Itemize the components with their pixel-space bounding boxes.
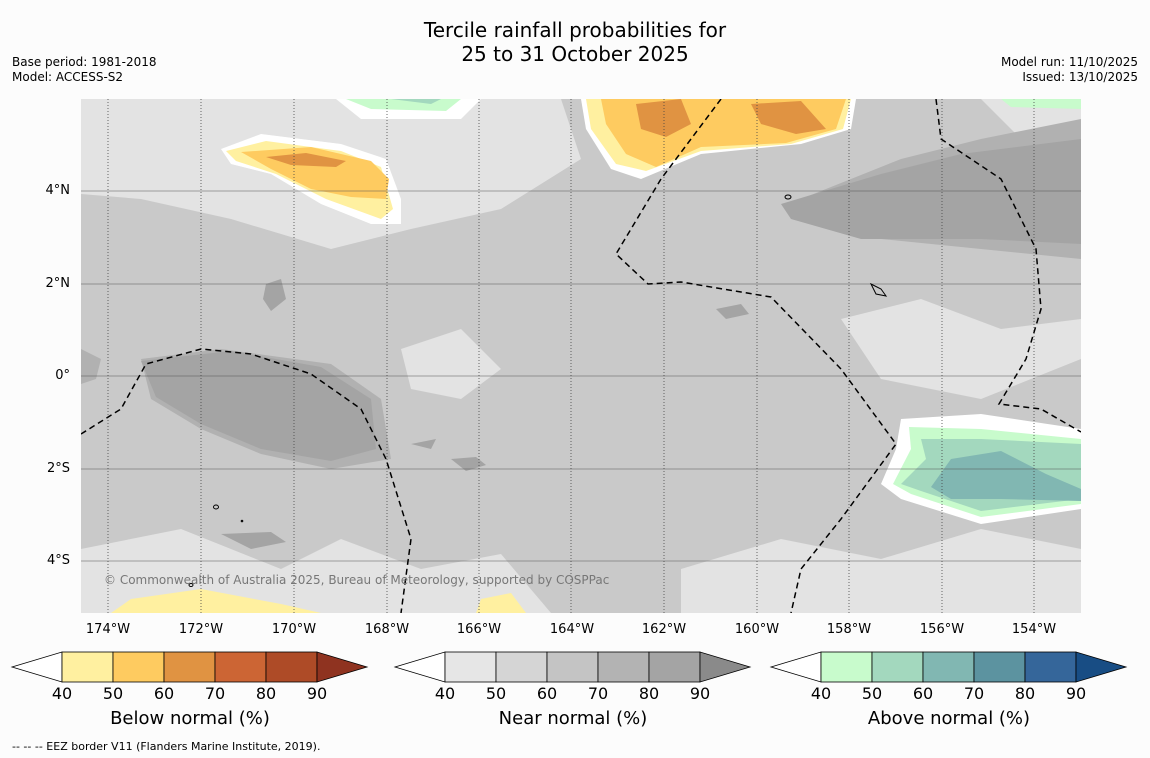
meta-left: Base period: 1981-2018 Model: ACCESS-S2 xyxy=(12,55,157,85)
colorbar-low-extend xyxy=(10,651,63,683)
lon-label-156W: 156°W xyxy=(919,622,965,637)
near-normal-darkest-areas xyxy=(141,139,1081,549)
lon-label-162W: 162°W xyxy=(641,622,687,637)
cb-tick: 80 xyxy=(255,684,277,703)
lon-label-166W: 166°W xyxy=(456,622,502,637)
colorbar-segment xyxy=(648,651,701,683)
cb-tick: 50 xyxy=(485,684,507,703)
lat-label-4S: 4°S xyxy=(46,553,70,568)
lat-label-2S: 2°S xyxy=(46,461,70,476)
colorbar-below-label: Below normal (%) xyxy=(110,708,270,729)
eez-note: -- -- -- EEZ border V11 (Flanders Marine… xyxy=(12,740,321,753)
lon-label-160W: 160°W xyxy=(734,622,780,637)
cb-tick: 40 xyxy=(51,684,73,703)
cb-tick: 70 xyxy=(204,684,226,703)
colorbar-segment xyxy=(112,651,165,683)
lat-label-2N: 2°N xyxy=(45,276,71,291)
colorbar-segment xyxy=(1024,651,1077,683)
cb-tick: 90 xyxy=(689,684,711,703)
colorbar-near-ticks: 40 50 60 70 80 90 xyxy=(393,684,753,704)
cb-tick: 40 xyxy=(810,684,832,703)
cb-tick: 60 xyxy=(912,684,934,703)
copyright-notice: © Commonwealth of Australia 2025, Bureau… xyxy=(104,573,610,587)
model-run: Model run: 11/10/2025 xyxy=(1000,55,1138,69)
lon-label-154W: 154°W xyxy=(1011,622,1057,637)
eez-borders xyxy=(81,99,1081,613)
issued-date: Issued: 13/10/2025 xyxy=(1022,70,1138,84)
lon-label-168W: 168°W xyxy=(364,622,410,637)
colorbar-segment xyxy=(922,651,975,683)
cb-tick: 80 xyxy=(638,684,660,703)
cb-tick: 70 xyxy=(963,684,985,703)
colorbar-high-extend xyxy=(1075,651,1128,683)
rainfall-map xyxy=(81,99,1081,613)
colorbar-segment xyxy=(597,651,650,683)
colorbar-segment xyxy=(820,651,873,683)
cb-tick: 50 xyxy=(861,684,883,703)
lon-label-174W: 174°W xyxy=(85,622,131,637)
meta-right: Model run: 11/10/2025 Issued: 13/10/2025 xyxy=(1001,55,1138,85)
cb-tick: 60 xyxy=(153,684,175,703)
colorbar-below-graphic xyxy=(10,651,369,683)
colorbar-high-extend xyxy=(699,651,752,683)
colorbar-above-graphic xyxy=(769,651,1128,683)
cb-tick: 70 xyxy=(587,684,609,703)
title-line-1: Tercile rainfall probabilities for xyxy=(423,18,727,42)
model-name: Model: ACCESS-S2 xyxy=(12,70,124,84)
colorbar-low-extend xyxy=(393,651,446,683)
cb-tick: 90 xyxy=(1065,684,1087,703)
title-line-2: 25 to 31 October 2025 xyxy=(461,42,689,66)
cb-tick: 90 xyxy=(306,684,328,703)
islands xyxy=(188,194,888,587)
colorbar-near-graphic xyxy=(393,651,752,683)
lon-label-172W: 172°W xyxy=(178,622,224,637)
cb-tick: 80 xyxy=(1014,684,1036,703)
colorbar-segment xyxy=(546,651,599,683)
map-title: Tercile rainfall probabilities for 25 to… xyxy=(0,18,1150,66)
colorbar-segment xyxy=(444,651,497,683)
colorbar-segment xyxy=(61,651,114,683)
colorbar-below-ticks: 40 50 60 70 80 90 xyxy=(10,684,370,704)
colorbar-high-extend xyxy=(316,651,369,683)
cb-tick: 50 xyxy=(102,684,124,703)
colorbar-segment xyxy=(214,651,267,683)
lat-label-0: 0° xyxy=(55,368,70,383)
colorbar-segment xyxy=(163,651,216,683)
below-normal-areas xyxy=(111,99,856,613)
lon-label-164W: 164°W xyxy=(549,622,595,637)
colorbar-above-ticks: 40 50 60 70 80 90 xyxy=(769,684,1129,704)
lon-label-170W: 170°W xyxy=(271,622,317,637)
gridlines xyxy=(81,190,1081,562)
colorbar-near-label: Near normal (%) xyxy=(498,708,648,729)
colorbar-segment xyxy=(871,651,924,683)
colorbar-above-label: Above normal (%) xyxy=(867,708,1031,729)
colorbar-segment xyxy=(495,651,548,683)
colorbar-above-normal: 40 50 60 70 80 90 Above normal (%) xyxy=(769,650,1129,730)
lat-label-4N: 4°N xyxy=(45,183,71,198)
lon-label-158W: 158°W xyxy=(826,622,872,637)
cb-tick: 40 xyxy=(434,684,456,703)
colorbar-low-extend xyxy=(769,651,822,683)
colorbar-segment xyxy=(973,651,1026,683)
colorbar-below-normal: 40 50 60 70 80 90 Below normal (%) xyxy=(10,650,370,730)
base-period: Base period: 1981-2018 xyxy=(12,55,157,69)
colorbar-segment xyxy=(265,651,318,683)
colorbar-near-normal: 40 50 60 70 80 90 Near normal (%) xyxy=(393,650,753,730)
cb-tick: 60 xyxy=(536,684,558,703)
